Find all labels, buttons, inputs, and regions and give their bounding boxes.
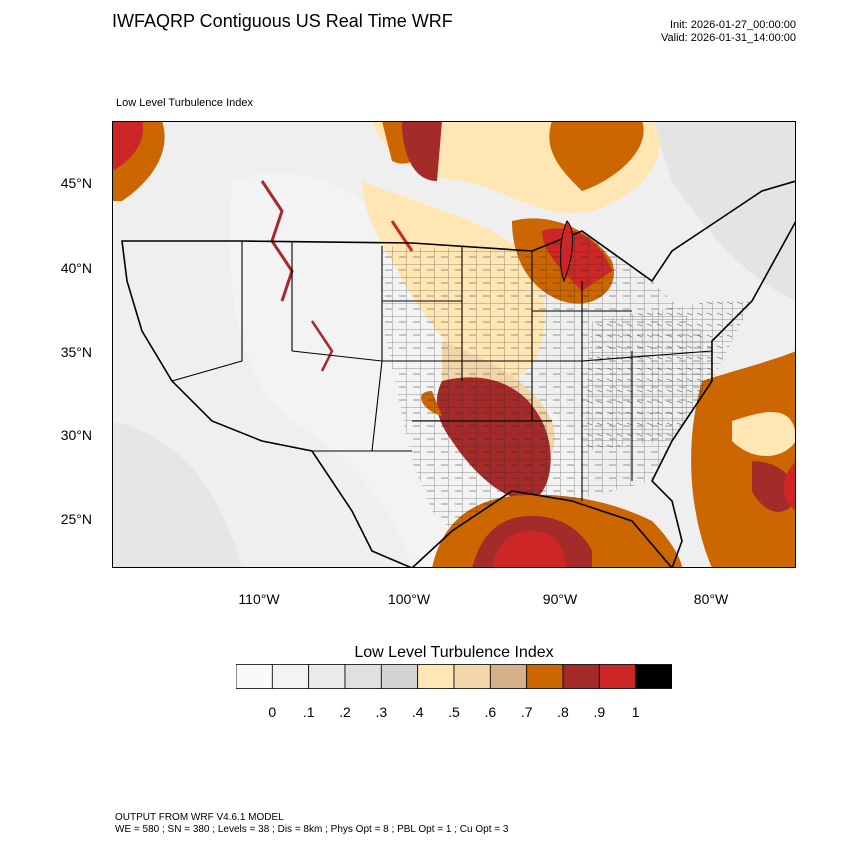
colorbar-box	[308, 664, 346, 689]
lat-label-45n: 45°N	[60, 175, 92, 191]
model-info: OUTPUT FROM WRF V4.6.1 MODEL	[115, 812, 284, 823]
colorbar-label: .9	[593, 704, 606, 720]
lon-label-110w: 110°W	[238, 591, 280, 607]
us-outline	[121, 180, 796, 568]
colorbar-box	[635, 664, 672, 689]
colorbar-label: .5	[448, 704, 460, 720]
colorbar-box	[489, 664, 528, 689]
colorbar-box	[344, 664, 382, 689]
lat-label-40n: 40°N	[60, 260, 92, 276]
colorbar-label: 0	[268, 704, 277, 720]
colorbar-box	[271, 664, 310, 689]
colorbar-label: .8	[557, 704, 569, 720]
lat-label-35n: 35°N	[60, 344, 92, 360]
lon-label-100w: 100°W	[387, 591, 431, 607]
page-title: IWFAQRP Contiguous US Real Time WRF	[112, 11, 453, 31]
colorbar	[236, 664, 672, 689]
colorbar-label: .7	[520, 704, 533, 720]
init-time: Init: 2026-01-27_00:00:00	[670, 19, 796, 31]
colorbar-box	[562, 664, 600, 689]
colorbar-box	[236, 664, 273, 689]
colorbar-label: .4	[411, 704, 424, 720]
lon-label-80w: 80°W	[693, 591, 729, 607]
colorbar-box	[526, 664, 564, 689]
atlantic-ocean	[691, 351, 796, 568]
colorbar-label: .6	[484, 704, 497, 720]
lon-label-90w: 90°W	[542, 591, 578, 607]
lat-label-30n: 30°N	[60, 427, 92, 443]
colorbar-title: Low Level Turbulence Index	[354, 644, 554, 661]
colorbar-box	[380, 664, 419, 689]
turbulence-map	[112, 121, 796, 568]
colorbar-label: .3	[375, 704, 388, 720]
colorbar-box	[598, 664, 637, 689]
colorbar-label: .1	[302, 704, 315, 720]
colorbar-label: .2	[339, 704, 351, 720]
colorbar-label: 1	[631, 704, 640, 720]
map-subtitle: Low Level Turbulence Index	[116, 97, 253, 109]
model-settings: WE = 580 ; SN = 380 ; Levels = 38 ; Dis …	[115, 824, 509, 835]
lat-label-25n: 25°N	[60, 511, 92, 527]
colorbar-box	[453, 664, 491, 689]
valid-time: Valid: 2026-01-31_14:00:00	[661, 32, 796, 44]
county-lines	[382, 231, 712, 531]
state-lines	[171, 241, 713, 501]
colorbar-box	[417, 664, 455, 689]
